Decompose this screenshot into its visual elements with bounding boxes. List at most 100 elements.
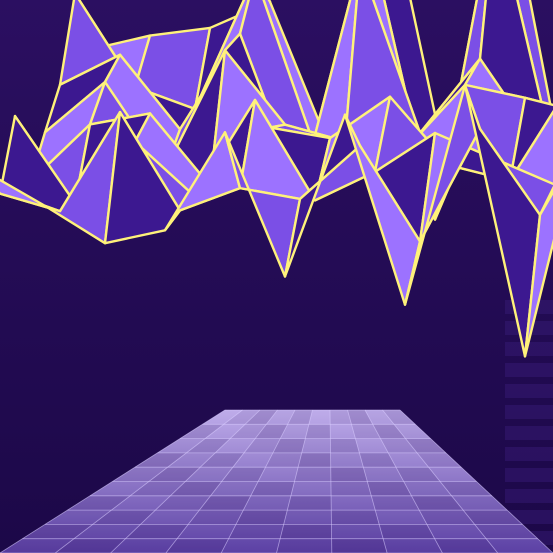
floor-cell <box>243 495 291 511</box>
side-bar <box>505 489 553 503</box>
side-bar <box>505 468 553 482</box>
floor-cell <box>331 510 380 525</box>
floor-cell <box>92 510 156 525</box>
floor-cell <box>74 524 141 539</box>
floor-cell <box>405 438 446 453</box>
floor-cell <box>202 410 243 425</box>
floor-cell <box>155 495 211 511</box>
floor-cell <box>331 495 376 511</box>
floor-cell <box>245 410 278 425</box>
floor-cell <box>228 524 284 539</box>
floor-cell <box>177 524 236 539</box>
floor-cell <box>308 410 331 425</box>
floor-cell <box>45 510 112 525</box>
floor-line <box>347 409 388 553</box>
floor-cell <box>371 495 420 511</box>
floor-cell <box>110 538 178 553</box>
floor-line <box>364 409 443 553</box>
floor-cell <box>272 438 306 453</box>
floor-cell <box>140 510 200 525</box>
floor-cell <box>287 495 332 511</box>
floor-cell <box>486 538 553 553</box>
floor-cell <box>230 424 267 439</box>
floor-cell <box>417 452 462 468</box>
floor-cell <box>135 452 187 468</box>
floor-line <box>329 409 333 553</box>
floor-cell <box>67 495 131 511</box>
floor-cell <box>215 438 256 453</box>
floor-cell <box>180 424 224 439</box>
surface-patch <box>523 189 553 358</box>
floor-cell <box>125 524 189 539</box>
floor-cell <box>157 438 206 453</box>
floor-cell <box>130 481 186 496</box>
floor-cell <box>382 410 416 425</box>
floor-cell <box>221 538 281 553</box>
floor-cell <box>165 538 229 553</box>
floor-cell <box>90 481 149 496</box>
floor-cell <box>379 524 435 539</box>
floor-cell <box>330 467 368 482</box>
floor-cell <box>232 452 273 468</box>
floor-cell <box>298 452 331 468</box>
floor-cell <box>305 424 331 439</box>
floor-line <box>382 409 499 553</box>
floor-cell <box>388 452 429 468</box>
floor-cell <box>363 467 404 482</box>
floor-cell <box>383 538 443 553</box>
floor-cell <box>199 495 251 511</box>
floor-cell <box>235 510 288 525</box>
floor-cell <box>283 510 332 525</box>
floor-cell <box>359 452 396 468</box>
floor-cell <box>185 467 233 482</box>
floor-cell <box>434 538 498 553</box>
floor-cell <box>205 424 246 439</box>
floor-cell <box>170 481 222 496</box>
floor-cell <box>280 524 332 539</box>
floor-cell <box>255 424 288 439</box>
floor-cell <box>276 538 332 553</box>
floor-cell <box>440 481 492 496</box>
floor-cell <box>301 438 331 453</box>
floor-cell <box>266 410 295 425</box>
floor-cell <box>330 410 352 425</box>
floor-cell <box>419 510 475 525</box>
floor-cell <box>294 467 331 482</box>
floor-cell <box>200 452 245 468</box>
floor-cell <box>111 495 171 511</box>
floor-cell <box>474 524 538 539</box>
floor-cell <box>451 495 508 511</box>
floor-cell <box>330 438 360 453</box>
side-bar <box>505 384 553 398</box>
side-bar <box>505 447 553 461</box>
floor-cell <box>250 481 295 496</box>
floor-cell <box>244 438 281 453</box>
floor-cell <box>0 538 75 553</box>
floor-cell <box>287 410 313 425</box>
floor-cell <box>55 538 126 553</box>
floor-grid-icon <box>0 409 553 553</box>
floor-cell <box>186 438 231 453</box>
wave-surface-icon <box>0 0 553 358</box>
floor-cell <box>221 467 266 482</box>
floor-cell <box>210 481 259 496</box>
floor-cell <box>258 467 299 482</box>
side-bar <box>505 342 553 356</box>
floor-cell <box>411 495 464 511</box>
floor-cell <box>395 467 441 482</box>
floor-cell <box>330 452 364 468</box>
floor-cell <box>188 510 244 525</box>
floor-cell <box>330 424 356 439</box>
floor-cell <box>167 452 216 468</box>
side-bar <box>505 426 553 440</box>
floor-cell <box>148 467 201 482</box>
floor-cell <box>403 481 452 496</box>
floor-cell <box>331 524 384 539</box>
side-bar <box>505 363 553 377</box>
floor-cell <box>330 481 372 496</box>
floor-cell <box>426 524 487 539</box>
floor-cell <box>365 410 395 425</box>
floor-cell <box>112 467 168 482</box>
